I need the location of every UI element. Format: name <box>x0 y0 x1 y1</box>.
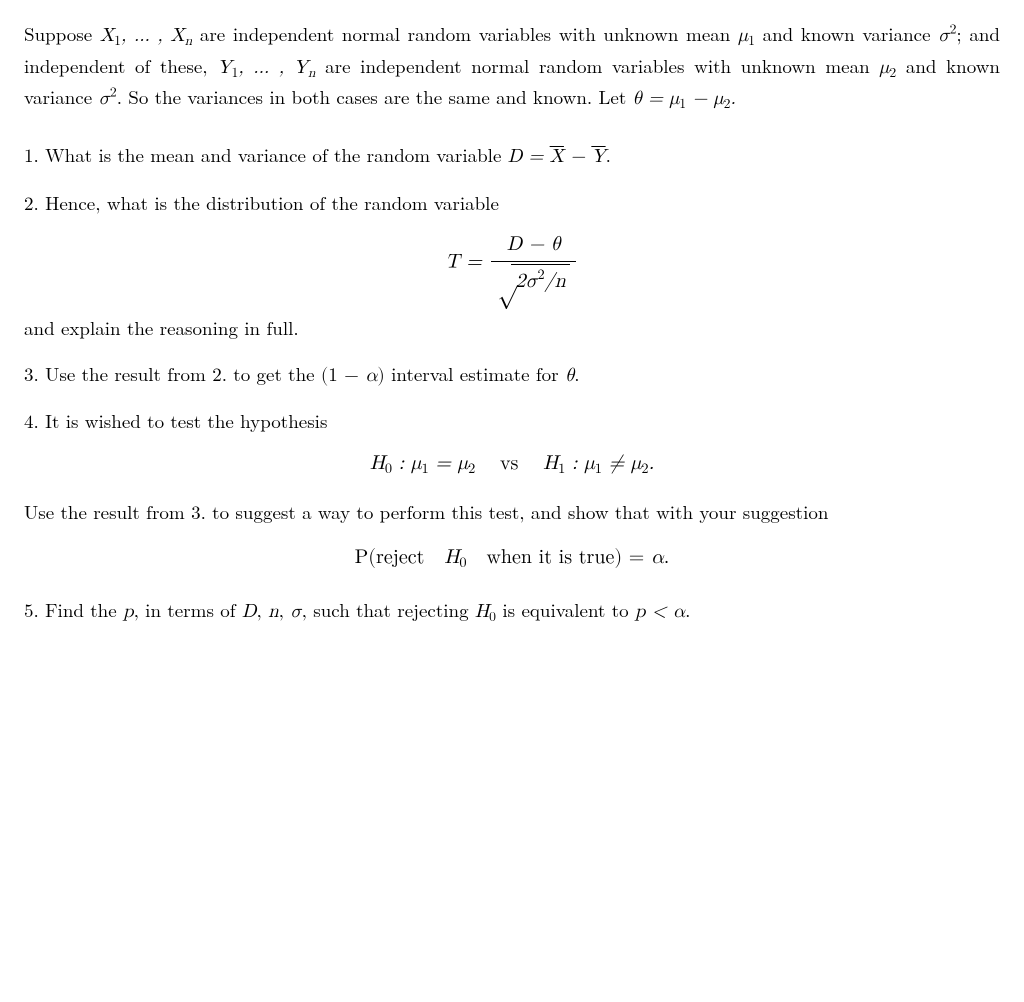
item-number: 3. <box>24 360 39 387</box>
text: Use the result from 2. to get the <box>45 360 321 387</box>
question-2-after: and explain the reasoning in full. <box>24 314 1000 342</box>
text: are independent normal random variables … <box>316 52 880 79</box>
item-number: 4. <box>24 407 39 434</box>
math-H0: H0 <box>475 602 496 621</box>
subscript: 0 <box>489 610 496 624</box>
text: Suppose <box>24 20 100 47</box>
math-1-alpha: (1 − α) <box>321 366 385 385</box>
question-5: 5. Find the p, in terms of D, n, σ, such… <box>24 596 1000 628</box>
text: . So the variances in both cases are the… <box>117 83 633 110</box>
math-theta-def: θ = μ1 − μ2. <box>633 89 736 108</box>
math-sigma2b: σ2 <box>98 89 116 108</box>
text: interval estimate for <box>385 360 565 387</box>
equation-type1: P(reject H0 when it is true) = α. <box>24 543 1000 574</box>
question-3: 3. Use the result from 2. to get the (1 … <box>24 360 1000 390</box>
text: is equivalent to <box>496 596 635 623</box>
math-p-lt-alpha: p < α <box>635 602 685 621</box>
comma: , <box>256 596 268 623</box>
H0: H0 : μ1 = μ2 <box>370 453 476 473</box>
superscript: 2 <box>110 86 117 100</box>
math-D: D <box>242 602 257 621</box>
problem-setup: Suppose X1, … , Xn are independent norma… <box>24 20 1000 115</box>
equation-T: T = D − θ 2σ2/n <box>24 230 1000 296</box>
question-4: 4. It is wished to test the hypothesis <box>24 407 1000 435</box>
numerator: D − θ <box>491 230 575 262</box>
text: are independent normal random variables … <box>192 20 738 47</box>
text: Hence, what is the distribution of the r… <box>45 189 499 216</box>
math-sigma: σ <box>290 602 301 621</box>
lhs: T = <box>445 251 488 271</box>
vs-text: vs <box>500 453 518 473</box>
fraction: D − θ 2σ2/n <box>491 230 575 296</box>
text: It is wished to test the hypothesis <box>45 407 327 434</box>
math-mu2: μ2 <box>879 58 896 77</box>
radicand: 2σ2/n <box>511 264 569 296</box>
math-mu1: μ1 <box>738 26 755 45</box>
math-n: n <box>268 602 279 621</box>
text: , in terms of <box>134 596 242 623</box>
math-X1Xn: X1, … , Xn <box>100 26 192 45</box>
period: . <box>574 360 579 387</box>
item-number: 1. <box>24 141 39 168</box>
math-theta: θ <box>565 366 574 385</box>
text: , such that rejecting <box>302 596 475 623</box>
item-number: 5. <box>24 596 39 623</box>
question-2: 2. Hence, what is the distribution of th… <box>24 189 1000 217</box>
question-4-mid: Use the result from 3. to suggest a way … <box>24 498 1000 526</box>
question-1: 1. What is the mean and variance of the … <box>24 141 1000 171</box>
denominator: 2σ2/n <box>491 262 575 296</box>
comma: , <box>279 596 291 623</box>
H1: H1 : μ1 ≠ μ2. <box>543 453 654 473</box>
math-p: p <box>123 602 134 621</box>
math-D-def: D = X − Y <box>508 147 606 166</box>
period: . <box>685 596 690 623</box>
text: and known variance <box>755 20 938 47</box>
text: Find the <box>45 596 123 623</box>
period: . <box>606 141 611 168</box>
math-sigma2: σ2 <box>938 26 956 45</box>
equation-hypotheses: H0 : μ1 = μ2 vs H1 : μ1 ≠ μ2. <box>24 449 1000 480</box>
math-Y1Yn: Y1, … , Yn <box>217 58 315 77</box>
subscript: 1 <box>748 34 755 48</box>
item-number: 2. <box>24 189 39 216</box>
sqrt: 2σ2/n <box>497 264 569 296</box>
text: What is the mean and variance of the ran… <box>45 141 508 168</box>
